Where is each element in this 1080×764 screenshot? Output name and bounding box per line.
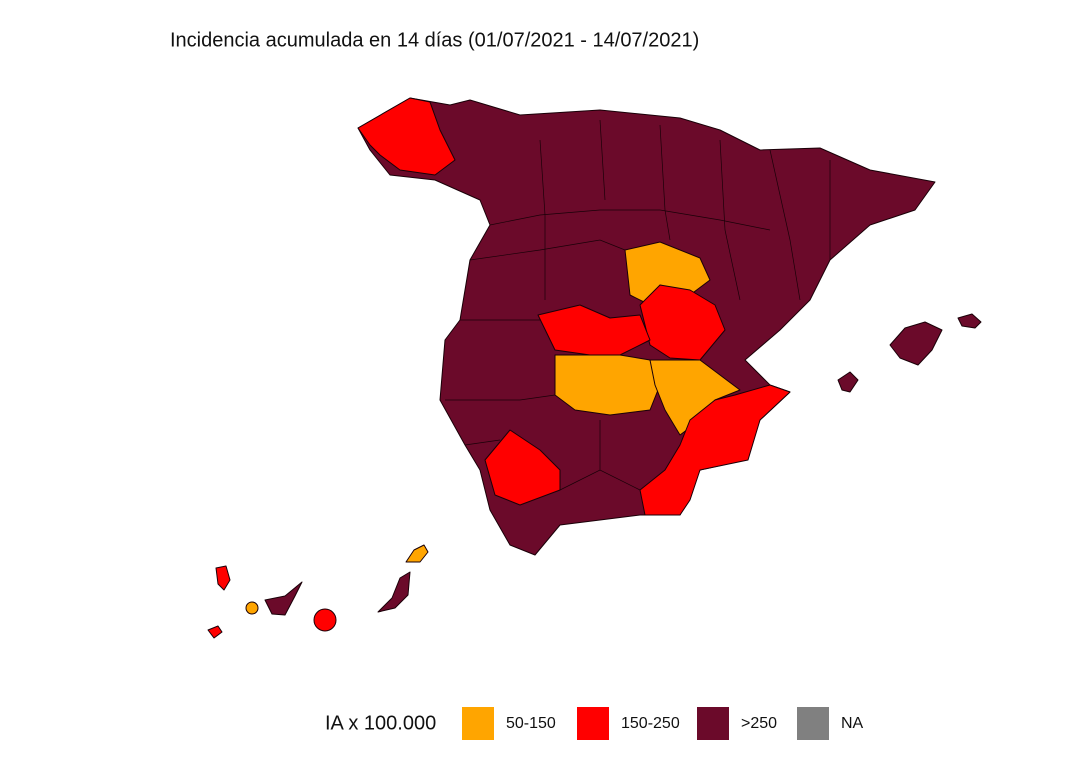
region	[215, 565, 231, 591]
legend-swatch	[797, 707, 829, 740]
region	[264, 581, 303, 616]
region	[639, 284, 726, 361]
region	[957, 313, 982, 329]
region	[377, 571, 411, 613]
legend-swatch	[577, 707, 609, 740]
province-border	[445, 119, 831, 491]
map-regions	[207, 97, 982, 639]
legend-label: >250	[741, 715, 777, 732]
region	[357, 97, 456, 176]
region	[207, 625, 223, 639]
region	[837, 371, 859, 393]
legend-title: IA x 100.000	[325, 712, 436, 734]
legend-label: 50-150	[506, 715, 556, 732]
region	[245, 601, 259, 615]
region	[889, 321, 943, 366]
region	[313, 608, 337, 632]
region	[554, 354, 661, 416]
region	[405, 544, 429, 563]
region	[537, 304, 651, 356]
map-title: Incidencia acumulada en 14 días (01/07/2…	[170, 29, 699, 51]
legend: IA x 100.000 50-150 150-250 >250 NA	[325, 707, 864, 740]
legend-label: 150-250	[621, 715, 680, 732]
region	[484, 429, 561, 506]
legend-label: NA	[841, 715, 864, 732]
region	[639, 384, 791, 516]
legend-swatch	[462, 707, 494, 740]
legend-swatch	[697, 707, 729, 740]
